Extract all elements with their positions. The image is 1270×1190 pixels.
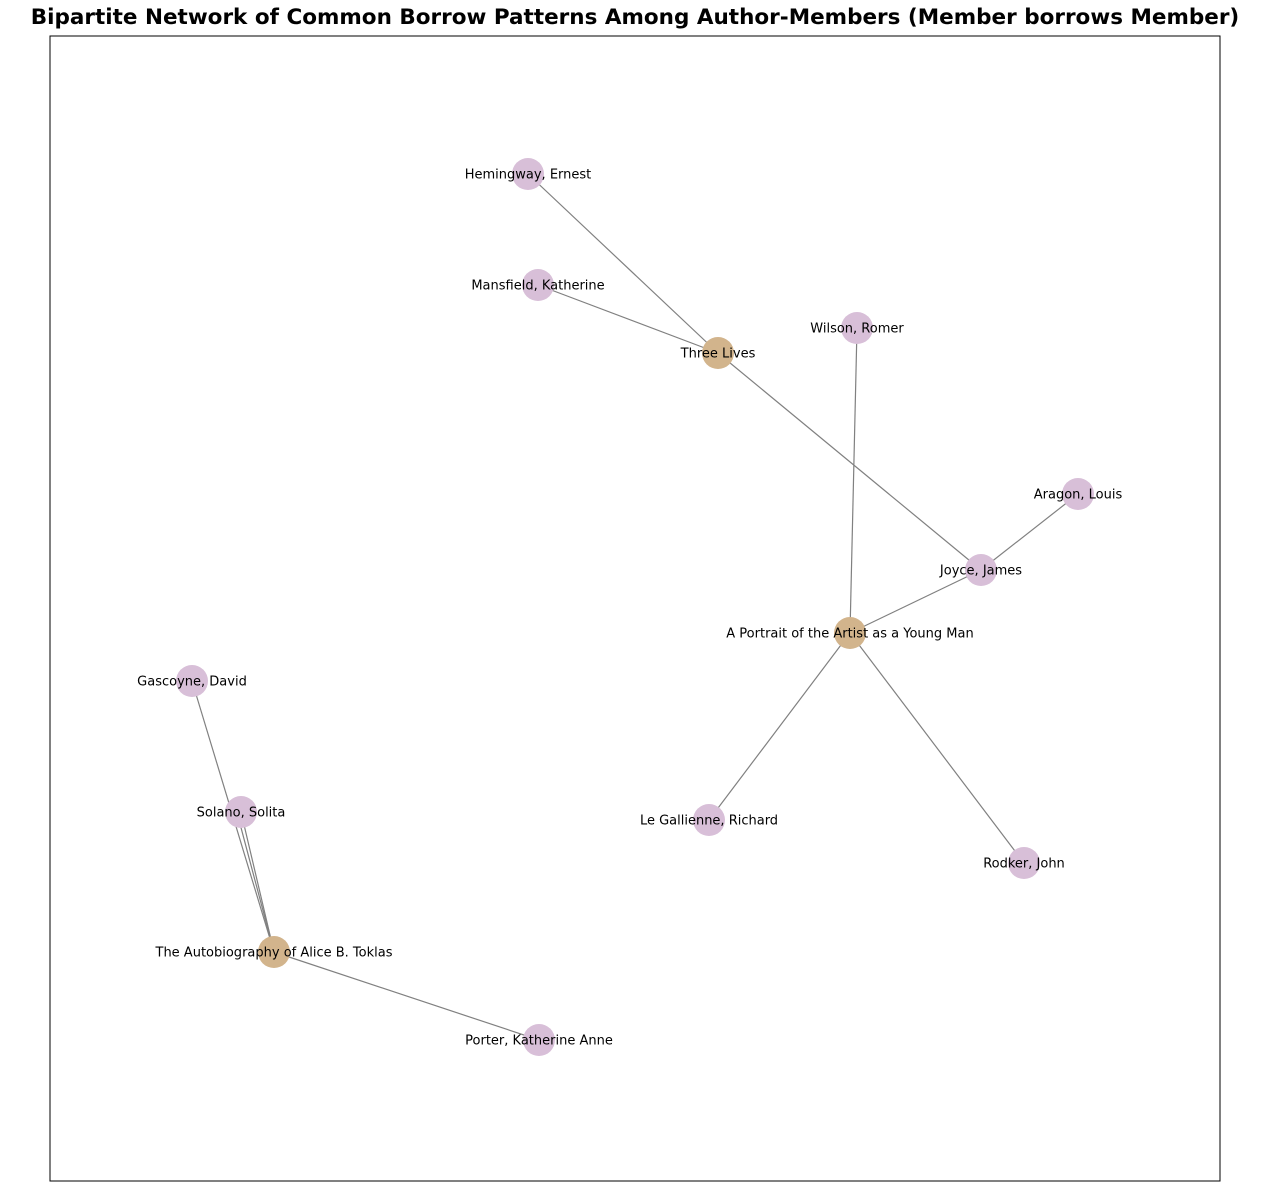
edge-mansfield-three_lives xyxy=(537,284,719,354)
node-label-mansfield: Mansfield, Katherine xyxy=(471,279,604,294)
edge-portrait-le_gallienne xyxy=(708,632,851,821)
member-node-le-gallienne xyxy=(693,804,725,836)
member-node-aragon xyxy=(1062,478,1094,510)
node-label-gascoyne: Gascoyne, David xyxy=(137,675,247,690)
book-node-three-lives xyxy=(702,337,734,369)
edge-joyce-portrait xyxy=(849,569,982,634)
member-node-mansfield xyxy=(522,269,554,301)
member-node-rodker xyxy=(1008,847,1040,879)
node-label-porter: Porter, Katherine Anne xyxy=(465,1034,613,1049)
node-label-aragon: Aragon, Louis xyxy=(1034,488,1123,503)
node-label-three-lives: Three Lives xyxy=(680,347,756,362)
node-label-hemingway: Hemingway, Ernest xyxy=(465,168,592,183)
member-node-wilson xyxy=(841,312,873,344)
member-node-porter xyxy=(523,1024,555,1056)
edge-autobiography-porter xyxy=(273,951,540,1041)
nodes-layer xyxy=(176,158,1094,1056)
member-node-gascoyne xyxy=(176,665,208,697)
member-node-hemingway xyxy=(512,158,544,190)
node-label-le-gallienne: Le Gallienne, Richard xyxy=(640,814,778,829)
member-node-joyce xyxy=(965,554,997,586)
edge-three_lives-joyce xyxy=(717,352,982,571)
node-label-wilson: Wilson, Romer xyxy=(810,322,904,337)
labels-layer: Hemingway, Ernest Mansfield, Katherine Thr… xyxy=(137,168,1122,1049)
node-label-autobiography: The Autobiography of Alice B. Toklas xyxy=(155,946,393,961)
book-node-portrait xyxy=(834,617,866,649)
node-label-solano: Solano, Solita xyxy=(197,806,286,821)
edge-solano-autobiography xyxy=(240,811,275,953)
book-node-autobiography xyxy=(258,936,290,968)
edge-wilson-portrait xyxy=(849,327,858,634)
member-node-solano xyxy=(225,796,257,828)
edge-hemingway-three_lives xyxy=(527,173,719,354)
edge-aragon-joyce xyxy=(980,493,1079,571)
edge-portrait-rodker xyxy=(849,632,1025,864)
edges-layer xyxy=(191,173,1079,1041)
node-label-joyce: Joyce, James xyxy=(939,564,1022,579)
edge-solano-autobiography xyxy=(236,812,275,953)
node-label-portrait: A Portrait of the Artist as a Young Man xyxy=(726,627,973,642)
node-label-rodker: Rodker, John xyxy=(983,857,1065,872)
chart-title: Bipartite Network of Common Borrow Patte… xyxy=(30,5,1240,30)
plot-frame xyxy=(49,35,1221,1182)
